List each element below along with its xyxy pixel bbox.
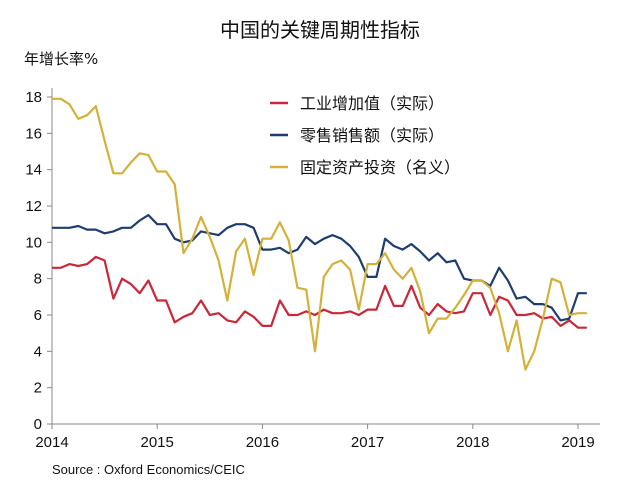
x-tick-label: 2019: [561, 434, 594, 451]
x-tick-label: 2018: [456, 434, 489, 451]
y-tick-label: 4: [34, 343, 42, 360]
legend-label-1: 工业增加值（实际）: [300, 94, 444, 113]
chart-title: 中国的关键周期性指标: [220, 18, 420, 42]
y-tick-label: 2: [34, 380, 42, 397]
x-tick-label: 2017: [351, 434, 384, 451]
y-tick-label: 6: [34, 307, 42, 324]
y-tick-label: 18: [25, 89, 42, 106]
y-tick-label: 10: [25, 234, 42, 251]
source-note: Source : Oxford Economics/CEIC: [52, 462, 245, 477]
x-tick-label: 2014: [35, 434, 68, 451]
y-tick-label: 14: [25, 162, 42, 179]
y-tick-label: 0: [34, 416, 42, 433]
x-tick-label: 2016: [246, 434, 279, 451]
series-line-2: [52, 214, 587, 322]
y-tick-label: 8: [34, 271, 42, 288]
legend-label-2: 零售销售额（实际）: [300, 126, 444, 145]
y-tick-label: 16: [25, 125, 42, 142]
y-axis-label: 年增长率%: [24, 50, 99, 68]
x-tick-label: 2015: [141, 434, 174, 451]
legend-label-3: 固定资产投资（名义）: [300, 158, 460, 177]
series-line-3: [52, 97, 587, 371]
y-tick-label: 12: [25, 198, 42, 215]
